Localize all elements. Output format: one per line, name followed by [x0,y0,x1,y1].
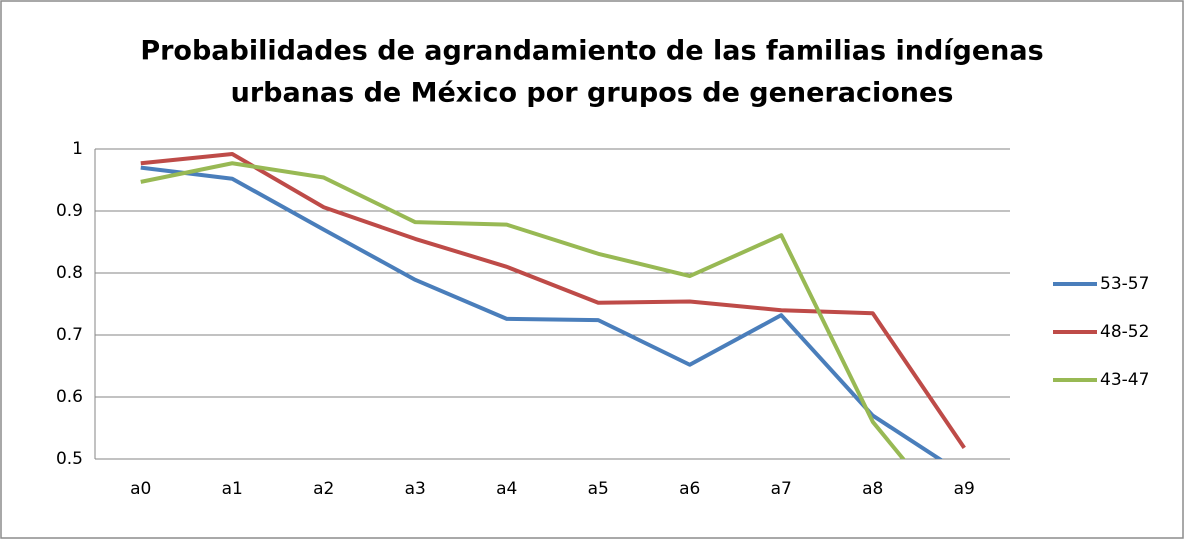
series-line [140,161,906,459]
legend-label: 53-57 [1100,274,1149,294]
legend-label: 43-47 [1100,370,1149,390]
y-tick-label: 1 [72,139,83,159]
chart-title: urbanas de México por grupos de generaci… [231,78,954,109]
y-tick-label: 0.6 [56,387,83,407]
series-line [140,151,966,449]
x-tick-label: a1 [222,479,243,499]
x-tick-label: a9 [954,479,975,499]
x-tick-label: a7 [771,479,792,499]
y-tick-label: 0.8 [56,263,83,283]
chart-title: Probabilidades de agrandamiento de las f… [140,36,1043,67]
x-tick-label: a0 [130,479,151,499]
legend-label: 48-52 [1100,322,1149,342]
y-tick-label: 0.9 [56,201,83,221]
x-tick-label: a2 [313,479,334,499]
x-tick-label: a3 [405,479,426,499]
series-line [140,165,944,459]
x-tick-label: a6 [679,479,700,499]
plot-area [140,151,966,459]
y-tick-label: 0.5 [56,449,83,469]
x-tick-label: a8 [862,479,883,499]
x-tick-label: a4 [496,479,517,499]
y-tick-label: 0.7 [56,325,83,345]
x-tick-label: a5 [588,479,609,499]
